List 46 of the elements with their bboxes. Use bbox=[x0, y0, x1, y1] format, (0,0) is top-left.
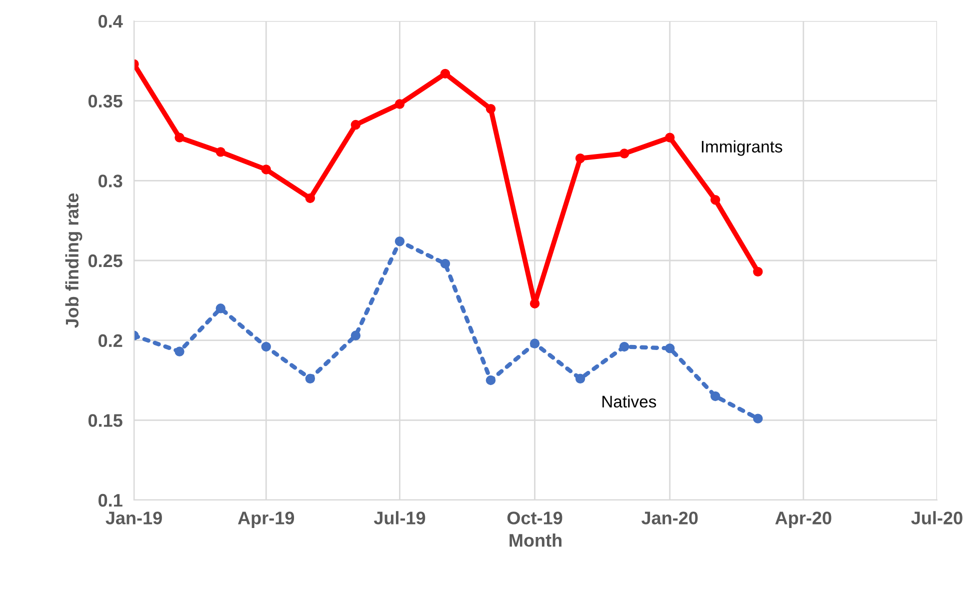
y-tick-label: 0.1 bbox=[98, 494, 122, 507]
point bbox=[174, 346, 184, 356]
x-tick-label: Jul-19 bbox=[374, 511, 426, 524]
point bbox=[530, 298, 540, 308]
point bbox=[216, 147, 226, 157]
point bbox=[486, 104, 496, 114]
y-tick-label: 0.15 bbox=[88, 414, 122, 427]
point bbox=[350, 330, 361, 340]
point bbox=[305, 193, 316, 204]
point bbox=[530, 338, 540, 348]
point bbox=[575, 153, 586, 164]
point bbox=[440, 258, 450, 269]
point bbox=[261, 342, 271, 352]
point bbox=[216, 304, 226, 314]
point bbox=[753, 266, 763, 277]
point bbox=[710, 194, 720, 205]
point bbox=[261, 164, 271, 174]
point bbox=[305, 374, 316, 384]
x-tick-label: Oct-19 bbox=[507, 512, 562, 524]
point bbox=[575, 374, 586, 384]
x-tick-label: Apr-19 bbox=[238, 512, 294, 528]
point bbox=[753, 414, 763, 424]
point bbox=[619, 342, 630, 352]
x-tick-label: Jan-20 bbox=[641, 512, 698, 524]
point bbox=[619, 148, 630, 158]
x-axis-title: Month bbox=[510, 534, 562, 547]
x-tick-label: Apr-20 bbox=[775, 512, 832, 528]
y-tick-label: 0.35 bbox=[88, 94, 122, 108]
y-tick-label: 0.4 bbox=[98, 14, 123, 28]
point bbox=[350, 120, 361, 130]
point bbox=[394, 99, 405, 109]
y-tick-label: 0.3 bbox=[98, 174, 122, 188]
x-tick-label: Jan-19 bbox=[106, 512, 162, 524]
y-tick-label: 0.2 bbox=[98, 334, 122, 348]
point bbox=[174, 132, 184, 142]
y-tick-label: 0.25 bbox=[88, 254, 122, 268]
series-label: Immigrants bbox=[702, 140, 782, 156]
point bbox=[710, 391, 720, 402]
point bbox=[440, 68, 450, 79]
y-axis-title: Job finding rate bbox=[65, 193, 82, 328]
point bbox=[664, 132, 675, 142]
point bbox=[394, 236, 405, 246]
x-tick-label: Jul-20 bbox=[911, 511, 962, 524]
point bbox=[664, 343, 675, 354]
point bbox=[486, 375, 496, 386]
series-label: Natives bbox=[602, 395, 656, 408]
